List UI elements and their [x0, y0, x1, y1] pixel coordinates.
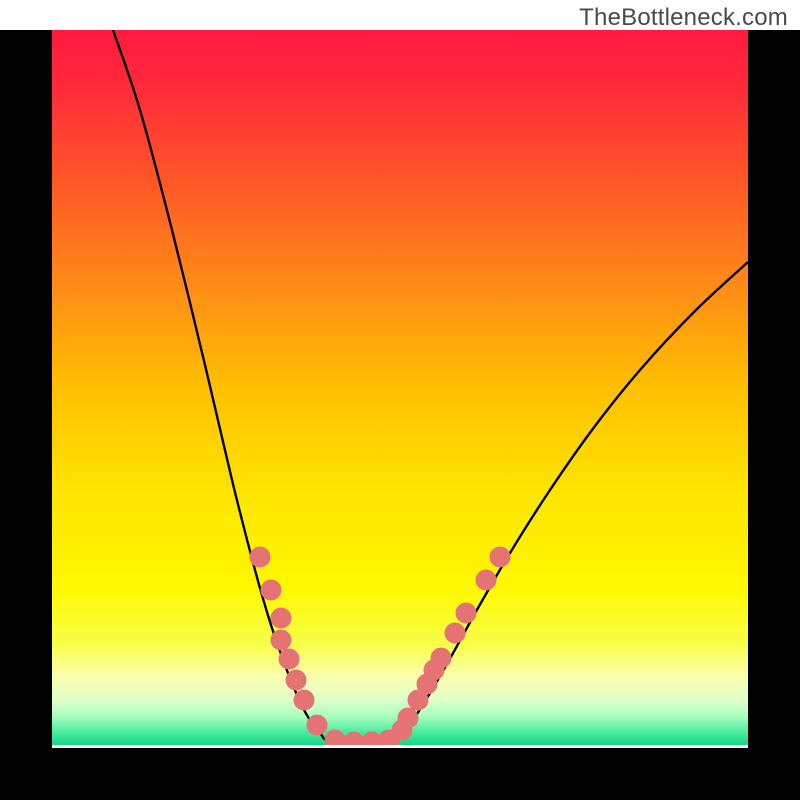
chart-container: TheBottleneck.com [0, 0, 800, 800]
data-marker [476, 570, 496, 590]
watermark-text: TheBottleneck.com [579, 4, 788, 32]
data-marker [286, 670, 306, 690]
data-marker [325, 730, 345, 750]
data-marker [271, 608, 291, 628]
data-marker [398, 708, 418, 728]
data-marker [431, 648, 451, 668]
data-marker [344, 732, 364, 752]
data-marker [456, 603, 476, 623]
data-marker [490, 547, 510, 567]
data-marker [294, 690, 314, 710]
data-marker [250, 547, 270, 567]
data-marker [307, 715, 327, 735]
data-marker [279, 649, 299, 669]
data-marker [271, 630, 291, 650]
data-marker [261, 580, 281, 600]
chart-overlay [0, 0, 800, 800]
data-marker [445, 623, 465, 643]
bottleneck-curve [113, 30, 748, 743]
